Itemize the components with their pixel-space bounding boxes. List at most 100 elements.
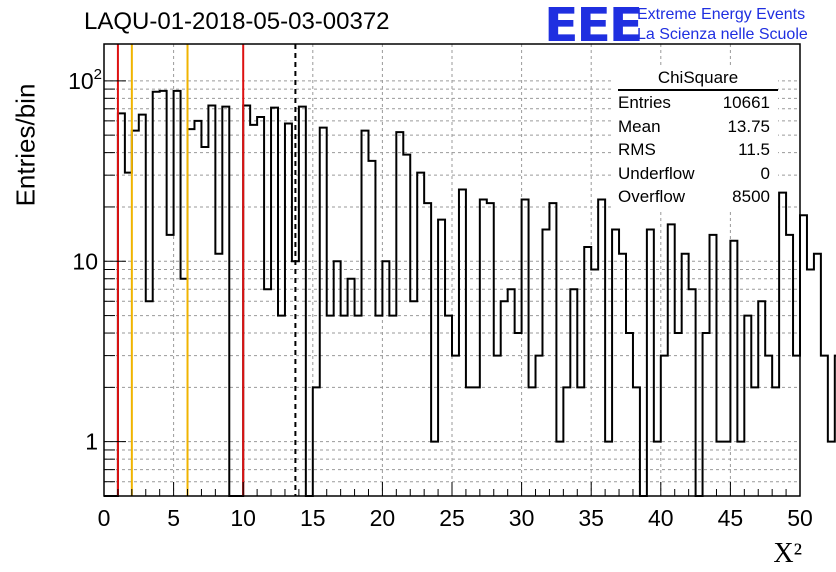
histogram-bin [389, 316, 396, 496]
histogram-bin [480, 199, 487, 496]
histogram-bin [417, 173, 424, 496]
histogram-bin [167, 235, 174, 496]
histogram-bin [675, 333, 682, 496]
stats-value: 10661 [722, 93, 770, 112]
histogram-bin [807, 270, 814, 496]
histogram-bin [424, 203, 431, 496]
histogram-bin [779, 193, 786, 496]
histogram-bin [264, 289, 271, 496]
histogram-bin [814, 254, 821, 496]
vertical-markers [116, 44, 297, 496]
histogram-bin [494, 356, 501, 496]
histogram-bin [536, 356, 543, 496]
histogram-bin [194, 121, 201, 496]
stats-row-mean: Mean 13.75 [612, 115, 778, 139]
stats-title: ChiSquare [618, 68, 778, 91]
logo-line-1: Extreme Energy Events [637, 6, 806, 23]
stats-row-overflow: Overflow 8500 [612, 185, 778, 209]
histogram-bin [250, 125, 257, 496]
histogram-bin [146, 301, 153, 496]
histogram-bin [375, 316, 382, 496]
histogram-bin [710, 235, 717, 496]
x-tick-label: 50 [787, 505, 813, 531]
histogram-bin [327, 316, 334, 496]
histogram-bin [403, 155, 410, 496]
logo-line-2: La Scienza nelle Scuole [637, 26, 808, 43]
y-tick-label: 102 [68, 66, 102, 94]
stats-box: ChiSquare Entries 10661 Mean 13.75 RMS 11.5… [612, 68, 778, 209]
stats-value: 0 [760, 163, 770, 183]
x-tick-label: 40 [648, 505, 674, 531]
histogram-bin [334, 261, 341, 496]
x-tick-label: 30 [509, 505, 535, 531]
histogram-bin [598, 199, 605, 496]
histogram-bin [487, 203, 494, 496]
x-tick-label: 45 [718, 505, 744, 531]
y-tick-label: 10 [72, 248, 98, 274]
x-tick-label: 5 [167, 505, 180, 531]
histogram-bin [703, 333, 710, 496]
stats-label: Overflow [618, 187, 686, 206]
histogram-bin [508, 289, 515, 496]
histogram-bin [160, 91, 167, 496]
histogram-bin [382, 261, 389, 496]
histogram-bin [118, 113, 125, 496]
histogram-bin [368, 161, 375, 496]
histogram-bin [174, 91, 181, 496]
histogram-bin [271, 108, 278, 496]
chart-title: LAQU-01-2018-05-03-00372 [84, 8, 390, 35]
histogram-bin [139, 115, 146, 496]
stats-row-entries: Entries 10661 [612, 91, 778, 115]
x-tick-label: 10 [230, 505, 256, 531]
histogram-bin [758, 301, 765, 496]
histogram-bin [501, 301, 508, 496]
histogram-bin [570, 289, 577, 496]
histogram-bin [125, 173, 132, 496]
histogram-bin [452, 356, 459, 496]
histogram-bin [257, 117, 264, 496]
histogram-bin [341, 316, 348, 496]
stats-label: Mean [618, 116, 661, 136]
stats-label: Entries [618, 93, 671, 112]
histogram-bin [793, 356, 800, 496]
axis-tick-labels: 0 5 10 15 20 25 30 35 40 45 50 1 10 102 [68, 66, 813, 531]
stats-value: 11.5 [738, 140, 770, 159]
histogram-bin [800, 215, 807, 496]
x-tick-label: 35 [578, 505, 604, 531]
histogram-bin [689, 289, 696, 496]
stats-row-rms: RMS 11.5 [612, 138, 778, 162]
histogram-bin [320, 128, 327, 496]
histogram-bin [765, 356, 772, 496]
histogram-bin [626, 333, 633, 496]
histogram-bin [515, 333, 522, 496]
y-tick-label: 1 [85, 429, 98, 455]
stats-label: RMS [618, 140, 656, 159]
x-axis-label: X² [773, 538, 802, 569]
histogram-bin [744, 316, 751, 496]
y-axis-label: Entries/bin [10, 83, 41, 207]
x-tick-label: 15 [300, 505, 326, 531]
histogram-bin [355, 316, 362, 496]
histogram-bin [445, 316, 452, 496]
x-tick-label: 25 [439, 505, 465, 531]
histogram-bin [278, 316, 285, 496]
histogram-bin [786, 235, 793, 496]
histogram-bin [188, 129, 195, 496]
stats-value: 8500 [732, 187, 770, 206]
y-axis-label-box: Entries/bin [6, 84, 46, 207]
eee-logo: EEE Extreme Energy Events La Scienza nel… [544, 0, 836, 52]
x-tick-label: 20 [370, 505, 396, 531]
histogram-bin [821, 356, 828, 496]
histogram-bin [243, 105, 250, 496]
stats-row-underflow: Underflow 0 [612, 162, 778, 186]
x-tick-label: 0 [98, 505, 111, 531]
histogram-bin [549, 203, 556, 496]
histogram-bin [591, 270, 598, 496]
axis-ticks [103, 80, 801, 497]
histogram-bin [201, 147, 208, 496]
histogram-bin [584, 247, 591, 496]
logo-mark: EEE [544, 0, 643, 52]
histogram-bin [522, 199, 529, 496]
histogram-bin [208, 105, 215, 496]
